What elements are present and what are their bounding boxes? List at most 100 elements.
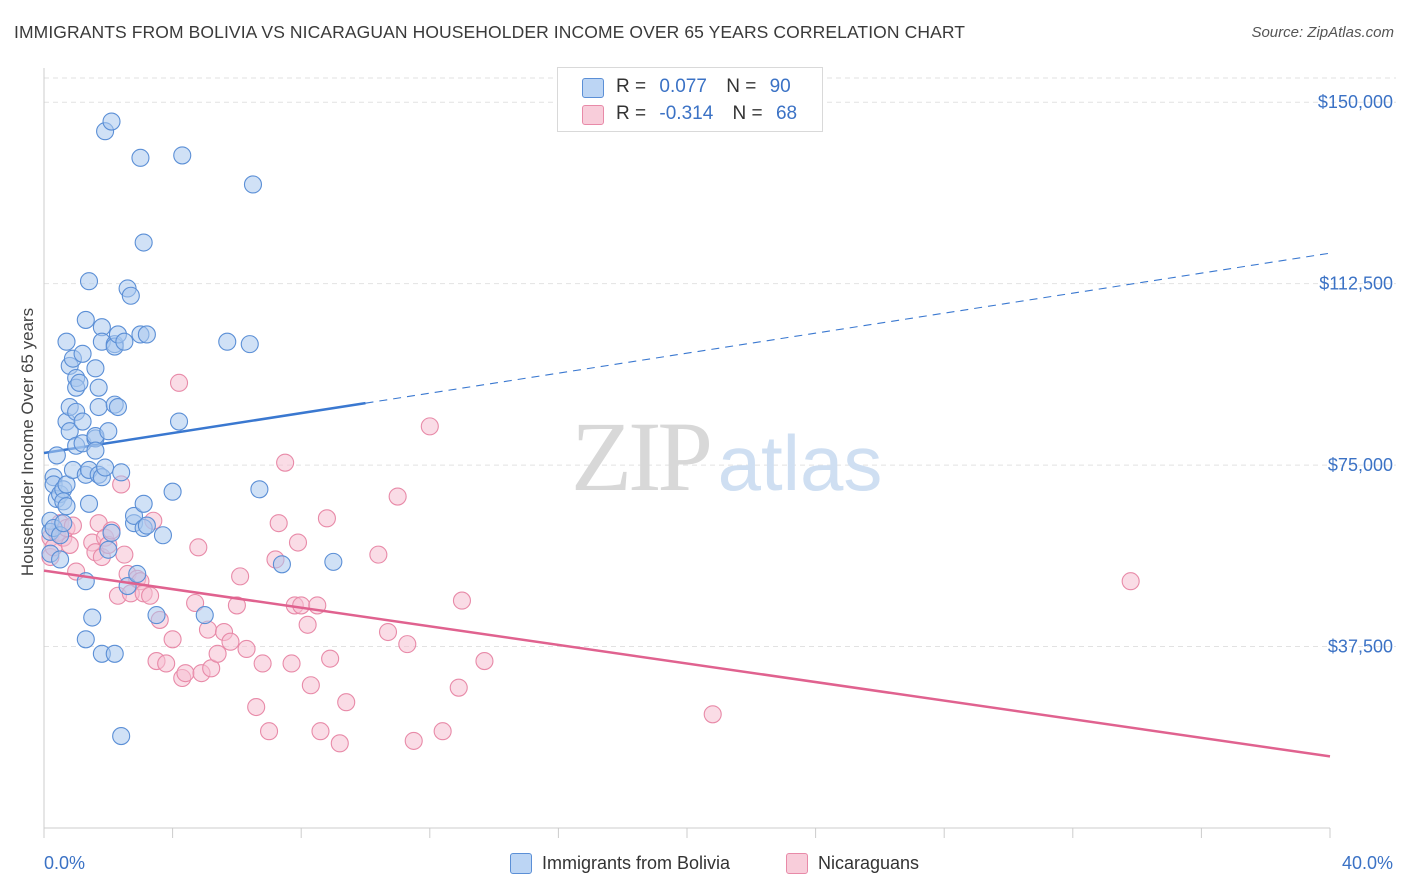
bottom-legend-swatch-pink [786,853,808,874]
point-nicaraguans [288,533,308,552]
point-nicaraguans [163,630,182,649]
point-bolivia [163,482,182,501]
legend-n-value: 90 [769,76,791,97]
source-credit: Source: ZipAtlas.com [1251,24,1394,41]
point-bolivia [89,397,108,417]
legend-swatch-pink [582,105,604,125]
point-bolivia [195,606,214,625]
point-nicaraguans [269,514,288,533]
point-nicaraguans [298,615,317,634]
legend-n-label: N = [732,103,763,124]
point-bolivia [272,555,291,574]
x-tick-label-max: 40.0% [1341,853,1393,873]
y-tick-label: $37,500 [1328,637,1393,657]
point-bolivia [240,335,259,354]
x-tick-label-min: 0.0% [44,853,86,873]
point-nicaraguans [282,654,301,673]
point-nicaraguans [176,664,195,683]
gridlines [44,77,1396,648]
point-nicaraguans [221,632,240,651]
watermark: ZIP atlas [571,401,882,512]
point-bolivia [99,422,118,441]
trend-pink [43,569,1331,758]
points-bolivia [41,112,343,746]
point-bolivia [70,373,89,392]
point-nicaraguans [115,545,134,564]
point-bolivia [79,494,99,513]
y-tick-labels: $37,500 $75,000 $112,500 $150,000 [1318,92,1393,656]
point-nicaraguans [404,731,423,750]
point-nicaraguans [321,649,340,668]
correlation-legend: R = 0.077 N = 90 R = -0.314 N = 68 [557,67,823,132]
point-nicaraguans [276,453,295,472]
point-nicaraguans [237,639,256,659]
point-bolivia [173,146,192,165]
point-bolivia [99,540,118,559]
point-bolivia [57,497,76,516]
point-bolivia [112,727,131,746]
legend-r-value: -0.314 [659,103,714,124]
point-nicaraguans [388,487,407,506]
point-nicaraguans [449,678,468,697]
point-nicaraguans [317,509,336,528]
point-nicaraguans [420,417,439,436]
point-bolivia [102,523,121,542]
watermark-atlas: atlas [718,419,883,507]
point-nicaraguans [186,593,205,613]
point-nicaraguans [247,697,266,717]
point-bolivia [121,286,140,305]
point-nicaraguans [369,545,388,564]
point-nicaraguans [452,591,472,610]
point-nicaraguans [311,722,330,741]
point-bolivia [153,526,173,545]
point-bolivia [137,516,156,535]
point-bolivia [324,552,343,571]
point-nicaraguans [169,373,189,392]
point-bolivia [96,458,115,477]
point-bolivia [131,148,150,167]
point-bolivia [108,397,127,417]
point-nicaraguans [337,693,356,712]
point-nicaraguans [189,538,208,557]
point-nicaraguans [398,635,417,654]
watermark-zip: ZIP [571,401,709,512]
point-bolivia [128,564,147,584]
point-bolivia [102,112,121,131]
point-bolivia [134,494,153,513]
point-bolivia [73,344,92,363]
bottom-legend-label-bolivia: Immigrants from Bolivia [542,853,731,873]
point-nicaraguans [231,567,250,586]
point-bolivia [57,332,76,351]
point-bolivia [76,630,95,649]
trend-line-bolivia-extension [365,252,1331,404]
point-bolivia [79,272,99,291]
chart-title: IMMIGRANTS FROM BOLIVIA VS NICARAGUAN HO… [14,22,966,42]
y-tick-label: $112,500 [1319,274,1393,294]
point-bolivia [73,412,92,431]
point-bolivia [137,325,156,344]
point-bolivia [250,480,269,499]
point-bolivia [89,378,108,397]
point-nicaraguans [378,622,398,642]
point-bolivia [51,550,70,569]
trend-line-nicaraguans [43,569,1331,758]
point-nicaraguans [253,654,272,673]
point-nicaraguans [433,722,452,741]
legend-r-value: 0.077 [659,76,707,97]
point-nicaraguans [157,654,176,673]
axes [43,68,1331,838]
point-bolivia [86,441,105,460]
point-bolivia [76,310,95,329]
point-bolivia [243,175,263,194]
legend-r-label: R = [616,103,647,124]
legend-r-label: R = [616,76,647,97]
point-nicaraguans [330,734,349,753]
point-bolivia [86,359,105,378]
point-nicaraguans [208,644,227,663]
point-bolivia [105,644,124,663]
point-bolivia [169,412,189,431]
point-bolivia [83,608,102,627]
y-tick-label: $75,000 [1328,455,1393,475]
point-bolivia [112,463,131,482]
